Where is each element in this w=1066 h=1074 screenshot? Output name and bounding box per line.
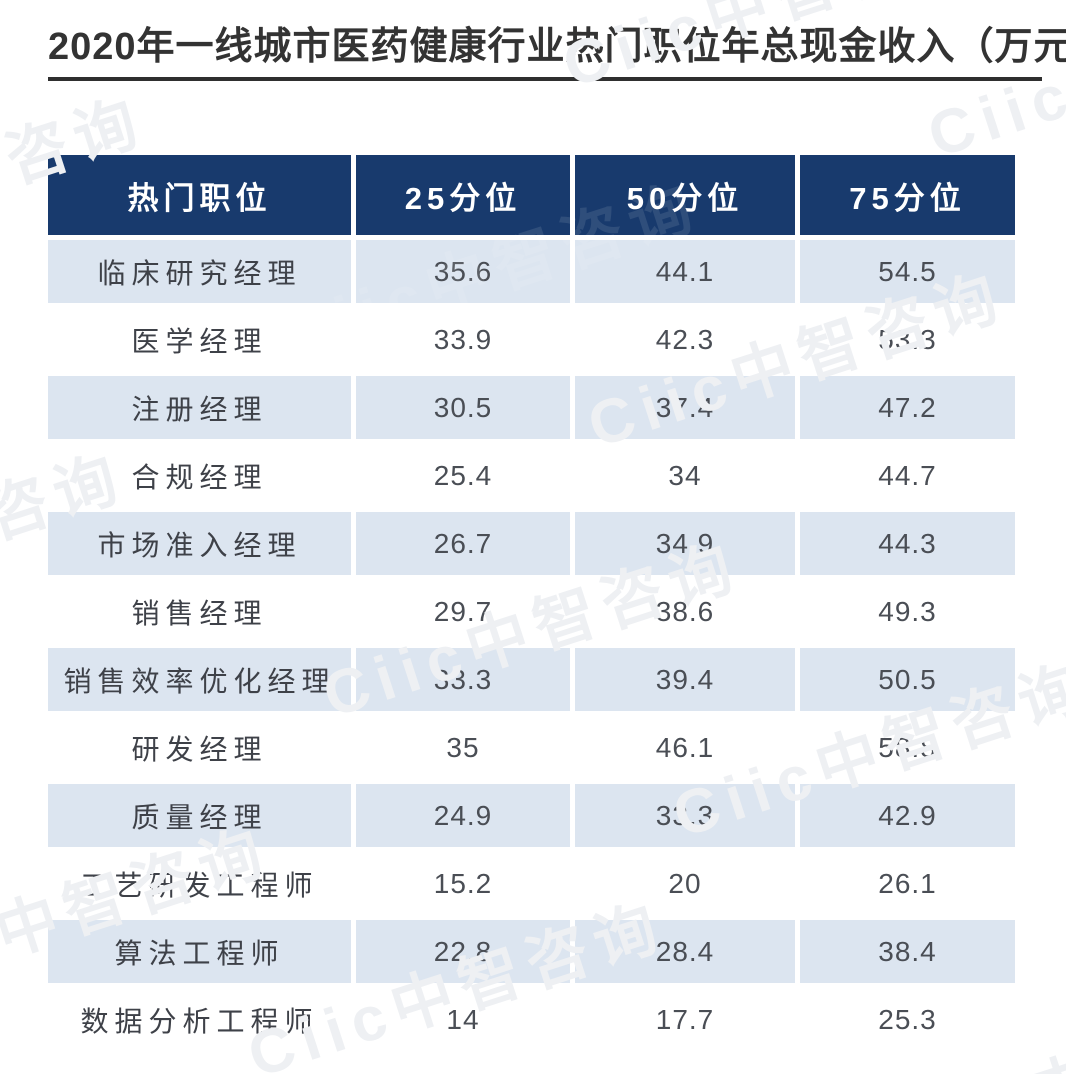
value-cell: 54.5: [800, 240, 1015, 303]
salary-table: 热门职位 25分位 50分位 75分位 临床研究经理 35.6 44.1 54.5 医学…: [43, 150, 1020, 1056]
value-cell: 53.3: [800, 308, 1015, 371]
value-cell: 38.4: [800, 920, 1015, 983]
table-row: 数据分析工程师 14 17.7 25.3: [48, 988, 1015, 1051]
table-row: 质量经理 24.9 33.3 42.9: [48, 784, 1015, 847]
value-cell: 44.3: [800, 512, 1015, 575]
position-cell: 质量经理: [48, 784, 351, 847]
value-cell: 17.7: [575, 988, 795, 1051]
value-cell: 44.1: [575, 240, 795, 303]
value-cell: 28.4: [575, 920, 795, 983]
position-cell: 数据分析工程师: [48, 988, 351, 1051]
table-row: 工艺研发工程师 15.2 20 26.1: [48, 852, 1015, 915]
position-cell: 市场准入经理: [48, 512, 351, 575]
value-cell: 30.5: [356, 376, 570, 439]
table-row: 合规经理 25.4 34 44.7: [48, 444, 1015, 507]
position-cell: 合规经理: [48, 444, 351, 507]
value-cell: 26.7: [356, 512, 570, 575]
table-row: 研发经理 35 46.1 58.8: [48, 716, 1015, 779]
value-cell: 24.9: [356, 784, 570, 847]
title-block: 2020年一线城市医药健康行业热门职位年总现金收入（万元）: [48, 26, 1066, 81]
value-cell: 33.3: [575, 784, 795, 847]
table-row: 市场准入经理 26.7 34.9 44.3: [48, 512, 1015, 575]
col-header-p50: 50分位: [575, 155, 795, 235]
table-row: 注册经理 30.5 37.4 47.2: [48, 376, 1015, 439]
value-cell: 14: [356, 988, 570, 1051]
position-cell: 算法工程师: [48, 920, 351, 983]
value-cell: 34: [575, 444, 795, 507]
value-cell: 37.4: [575, 376, 795, 439]
page-title: 2020年一线城市医药健康行业热门职位年总现金收入（万元）: [48, 26, 1066, 68]
value-cell: 50.5: [800, 648, 1015, 711]
value-cell: 42.9: [800, 784, 1015, 847]
table-row: 算法工程师 22.8 28.4 38.4: [48, 920, 1015, 983]
position-cell: 临床研究经理: [48, 240, 351, 303]
position-cell: 工艺研发工程师: [48, 852, 351, 915]
col-header-p75: 75分位: [800, 155, 1015, 235]
position-cell: 销售经理: [48, 580, 351, 643]
value-cell: 39.4: [575, 648, 795, 711]
value-cell: 20: [575, 852, 795, 915]
value-cell: 47.2: [800, 376, 1015, 439]
value-cell: 42.3: [575, 308, 795, 371]
value-cell: 34.9: [575, 512, 795, 575]
table-row: 医学经理 33.9 42.3 53.3: [48, 308, 1015, 371]
value-cell: 33.3: [356, 648, 570, 711]
position-cell: 注册经理: [48, 376, 351, 439]
table-row: 临床研究经理 35.6 44.1 54.5: [48, 240, 1015, 303]
value-cell: 26.1: [800, 852, 1015, 915]
value-cell: 29.7: [356, 580, 570, 643]
table-row: 销售效率优化经理 33.3 39.4 50.5: [48, 648, 1015, 711]
value-cell: 22.8: [356, 920, 570, 983]
value-cell: 35: [356, 716, 570, 779]
value-cell: 44.7: [800, 444, 1015, 507]
table-header: 热门职位 25分位 50分位 75分位: [48, 155, 1015, 235]
col-header-p25: 25分位: [356, 155, 570, 235]
col-header-position: 热门职位: [48, 155, 351, 235]
value-cell: 35.6: [356, 240, 570, 303]
value-cell: 33.9: [356, 308, 570, 371]
table-row: 销售经理 29.7 38.6 49.3: [48, 580, 1015, 643]
value-cell: 25.3: [800, 988, 1015, 1051]
value-cell: 49.3: [800, 580, 1015, 643]
position-cell: 研发经理: [48, 716, 351, 779]
header-row: 热门职位 25分位 50分位 75分位: [48, 155, 1015, 235]
table-body: 临床研究经理 35.6 44.1 54.5 医学经理 33.9 42.3 53.3 注册经理 30…: [48, 240, 1015, 1051]
position-cell: 销售效率优化经理: [48, 648, 351, 711]
value-cell: 38.6: [575, 580, 795, 643]
value-cell: 15.2: [356, 852, 570, 915]
value-cell: 46.1: [575, 716, 795, 779]
value-cell: 25.4: [356, 444, 570, 507]
value-cell: 58.8: [800, 716, 1015, 779]
position-cell: 医学经理: [48, 308, 351, 371]
